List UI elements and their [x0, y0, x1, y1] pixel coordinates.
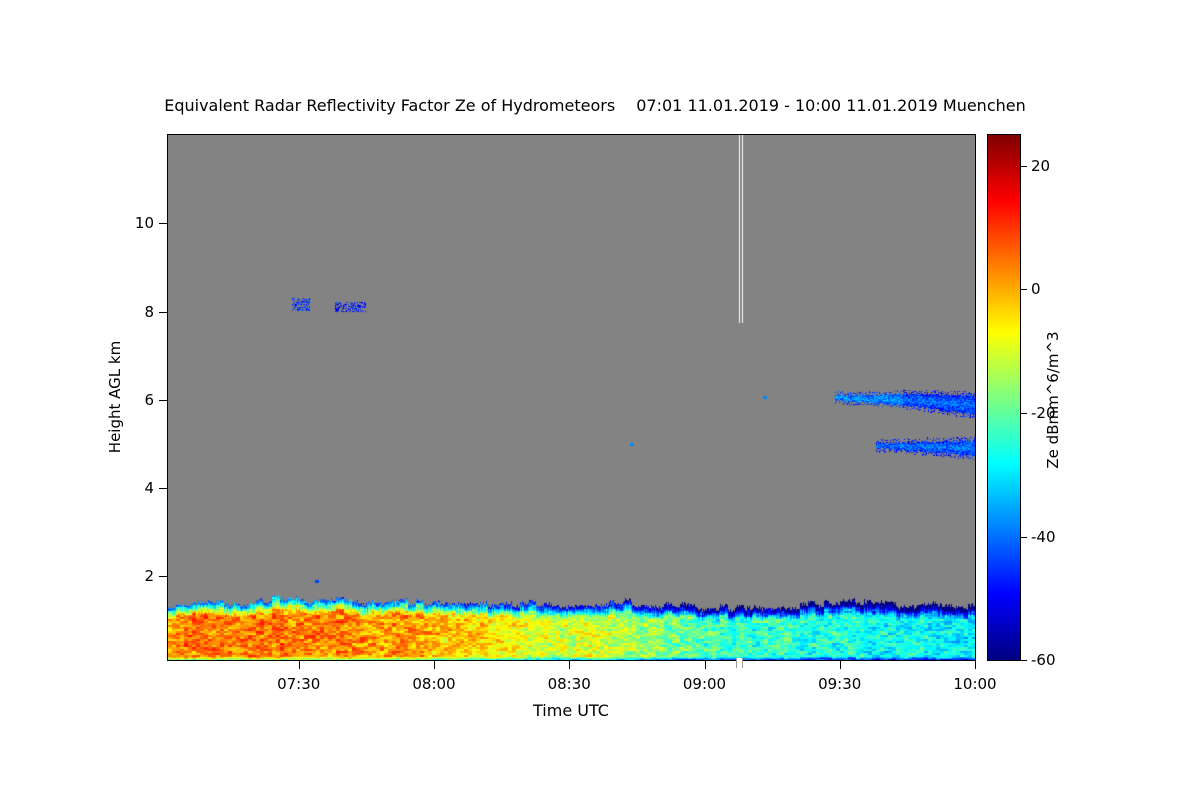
colorbar-tick-label: 0 — [1031, 280, 1041, 299]
colorbar-tick-label: -20 — [1031, 403, 1056, 422]
colorbar-tick-label: -40 — [1031, 527, 1056, 546]
y-tick-mark — [159, 576, 167, 578]
x-tick-label: 08:30 — [547, 675, 591, 693]
x-tick-mark — [704, 661, 706, 669]
colorbar — [987, 134, 1021, 661]
plot-area — [167, 134, 976, 661]
chart-title: Equivalent Radar Reflectivity Factor Ze … — [0, 96, 1190, 115]
colorbar-canvas — [988, 135, 1020, 660]
y-tick-label: 8 — [144, 302, 154, 321]
y-tick-label: 6 — [144, 390, 154, 409]
y-tick-label: 10 — [134, 214, 154, 233]
x-tick-label: 08:00 — [412, 675, 456, 693]
colorbar-tick-label: -60 — [1031, 651, 1056, 669]
y-tick-mark — [159, 487, 167, 489]
colorbar-tick-mark — [1021, 660, 1027, 661]
x-tick-mark — [434, 661, 435, 669]
y-tick-label: 2 — [144, 567, 154, 586]
x-tick-label: 09:30 — [818, 675, 862, 693]
x-tick-mark — [569, 661, 571, 669]
y-tick-mark — [159, 223, 167, 225]
colorbar-tick-mark — [1021, 412, 1027, 414]
y-tick-mark — [159, 311, 167, 313]
colorbar-tick-mark — [1021, 536, 1027, 538]
colorbar-tick-mark — [1021, 289, 1027, 291]
colorbar-tick-mark — [1021, 165, 1027, 167]
y-tick-mark — [159, 399, 167, 401]
x-tick-mark — [298, 661, 300, 669]
heatmap-canvas — [168, 135, 975, 660]
x-axis-label: Time UTC — [533, 701, 609, 720]
colorbar-label: Ze dBmm^6/m^3 — [1044, 331, 1062, 469]
chart-title-text: Equivalent Radar Reflectivity Factor Ze … — [164, 96, 616, 115]
y-tick-label: 4 — [144, 478, 154, 497]
x-tick-mark — [975, 661, 976, 669]
x-tick-label: 09:00 — [682, 675, 727, 693]
x-tick-label: 10:00 — [953, 675, 997, 693]
data-gap-marker — [736, 658, 743, 668]
chart-period-text: 07:01 11.01.2019 - 10:00 11.01.2019 Muen… — [636, 96, 1026, 115]
x-tick-mark — [839, 661, 841, 669]
x-tick-label: 07:30 — [277, 675, 321, 693]
colorbar-tick-label: 20 — [1031, 156, 1051, 175]
